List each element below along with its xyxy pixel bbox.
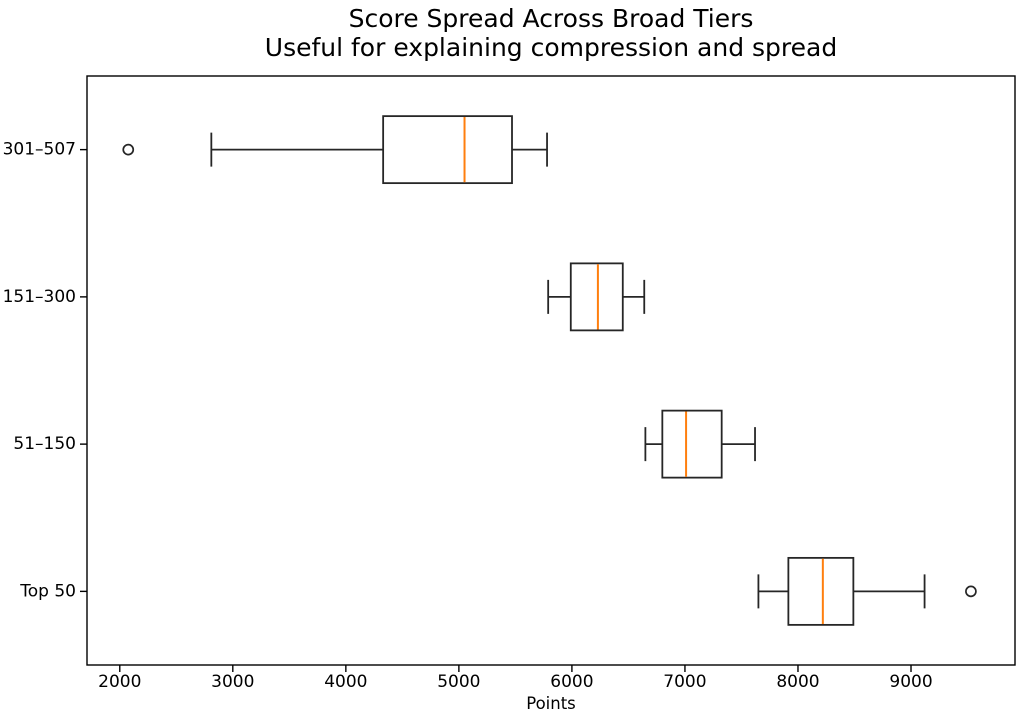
y-tick-label: Top 50 [19, 581, 76, 601]
x-tick-label: 9000 [889, 672, 932, 692]
iqr-box [382, 115, 513, 185]
x-tick-label: 3000 [211, 672, 254, 692]
axes-frame [86, 75, 1016, 666]
chart-title: Score Spread Across Broad Tiers [348, 4, 754, 33]
x-tick-label: 8000 [776, 672, 819, 692]
iqr-box [661, 409, 723, 479]
x-tick-label: 7000 [663, 672, 706, 692]
x-tick-label: 5000 [437, 672, 480, 692]
y-tick-label: 151–300 [3, 287, 76, 307]
y-tick-label: 51–150 [13, 434, 76, 454]
x-axis-label: Points [526, 694, 576, 713]
y-tick-label: 301–507 [3, 140, 76, 160]
x-tick-label: 2000 [98, 672, 141, 692]
title-block: Score Spread Across Broad Tiers Useful f… [87, 4, 1015, 62]
outlier-point [965, 585, 977, 598]
iqr-box [787, 556, 855, 626]
x-tick-label: 6000 [550, 672, 593, 692]
x-tick-label: 4000 [324, 672, 367, 692]
iqr-box [569, 262, 624, 332]
chart-subtitle: Useful for explaining compression and sp… [264, 32, 838, 62]
outlier-point [122, 143, 135, 156]
